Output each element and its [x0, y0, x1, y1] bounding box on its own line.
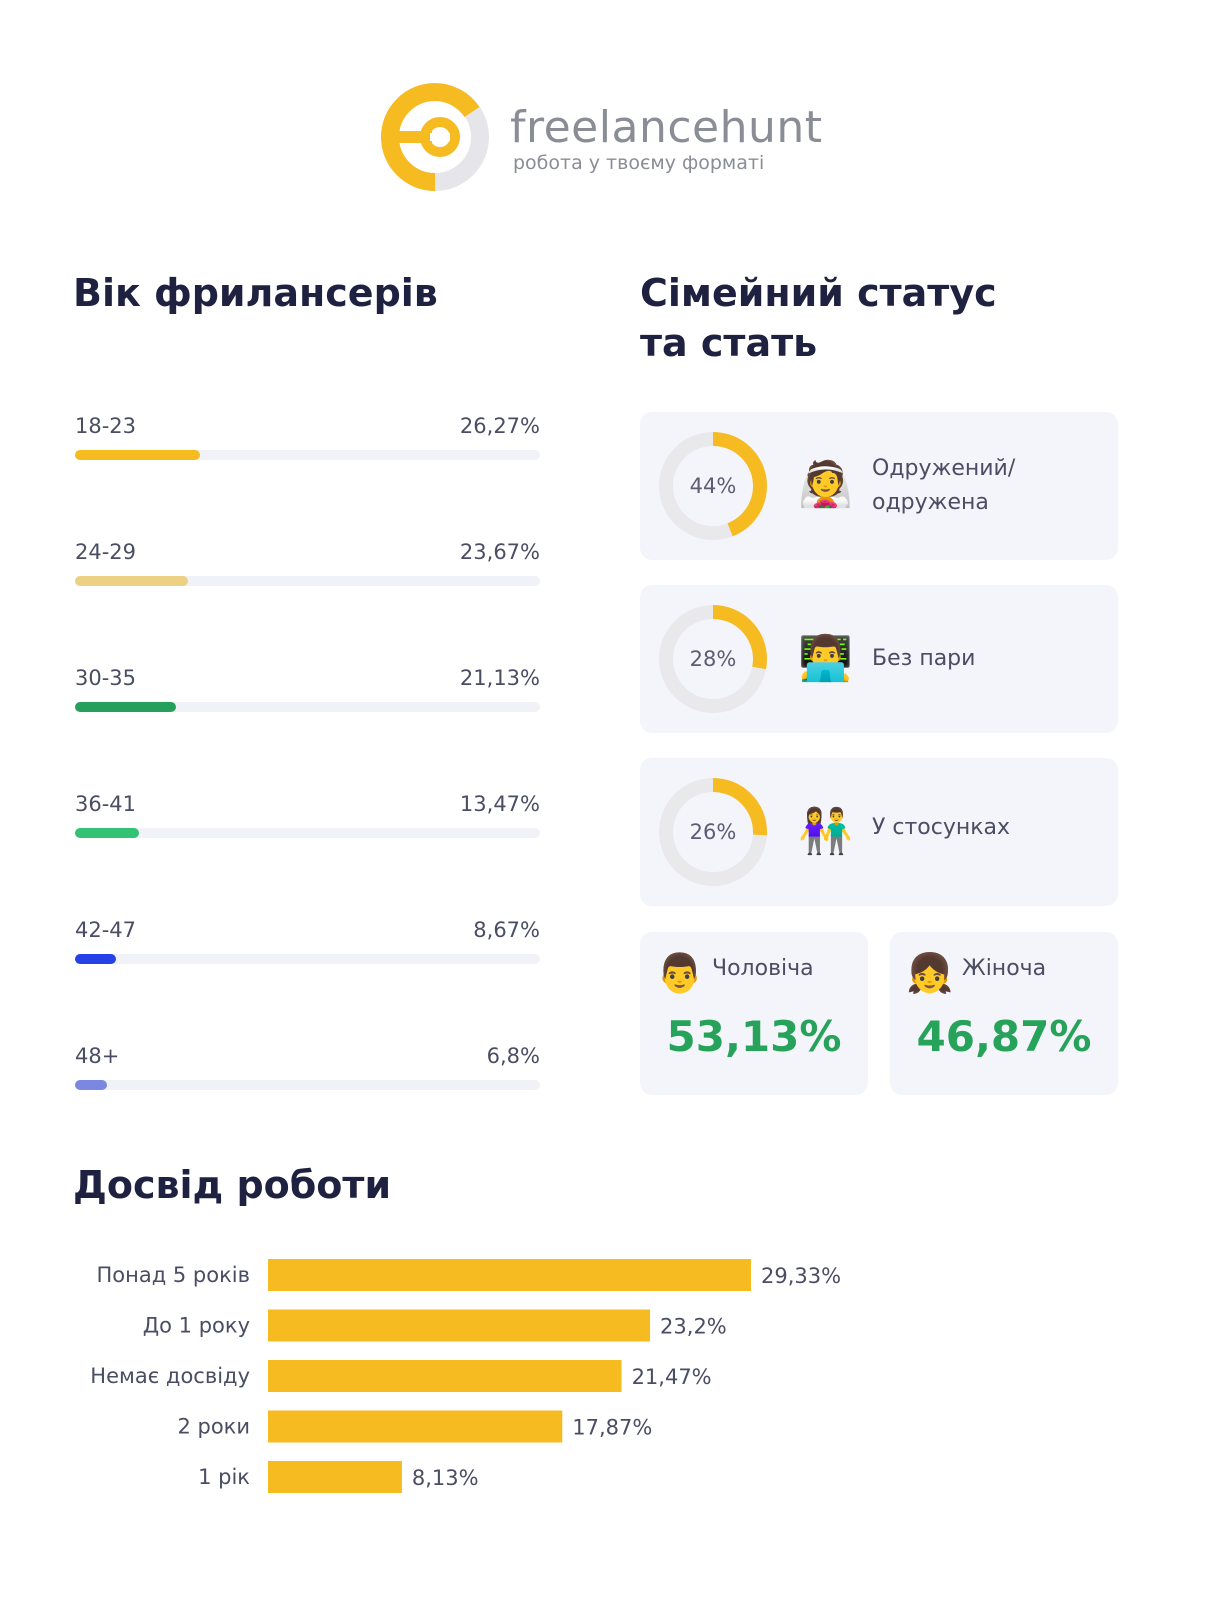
age-value: 8,67%	[473, 918, 540, 942]
donut-arc	[659, 605, 767, 713]
age-value: 13,47%	[459, 792, 540, 816]
gender-value: 53,13%	[666, 1012, 842, 1061]
experience-bar	[268, 1410, 563, 1443]
experience-value-label: 17,87%	[572, 1416, 652, 1440]
age-bar	[75, 828, 140, 838]
age-value: 23,67%	[459, 540, 540, 564]
status-donut	[659, 605, 767, 713]
age-track	[75, 702, 540, 712]
experience-value-label: 29,33%	[761, 1264, 841, 1288]
freelancehunt-logo-icon	[381, 83, 489, 191]
age-bar	[75, 702, 176, 712]
age-bar	[75, 1080, 108, 1090]
experience-bar	[268, 1360, 622, 1392]
experience-bar	[268, 1461, 402, 1493]
age-value: 21,13%	[459, 666, 540, 690]
age-label: 30-35	[75, 666, 137, 690]
man-icon: 👨	[656, 951, 704, 995]
age-label: 42-47	[75, 918, 137, 942]
status-label-line2: одружена	[872, 490, 989, 515]
gender-value: 46,87%	[916, 1012, 1092, 1061]
age-row: 48+ 6,8%	[75, 1044, 540, 1094]
status-label: У стосунках	[872, 815, 1011, 840]
experience-category-label: Немає досвіду	[90, 1364, 250, 1388]
status-card-relationship: 26% 👫 У стосунках	[640, 758, 1118, 906]
status-percent: 26%	[689, 820, 737, 844]
age-row: 36-41 13,47%	[75, 792, 540, 842]
age-track	[75, 828, 540, 838]
age-bar	[75, 954, 117, 964]
age-label: 36-41	[75, 792, 137, 816]
age-bar	[75, 450, 200, 460]
experience-value-label: 23,2%	[660, 1315, 727, 1339]
status-donut	[659, 778, 767, 886]
age-row: 42-47 8,67%	[75, 918, 540, 968]
status-card-single: 28% 👨‍💻 Без пари	[640, 585, 1118, 733]
status-percent: 44%	[689, 474, 737, 498]
status-card-married: 44% 👰 Одружений/ одружена	[640, 412, 1118, 560]
age-value: 6,8%	[486, 1044, 540, 1068]
age-track	[75, 954, 540, 964]
experience-value-label: 8,13%	[412, 1466, 479, 1490]
status-section-title: Сімейний статус та стать	[640, 268, 997, 368]
status-label: Одружений/ одружена	[872, 452, 1015, 520]
age-row: 30-35 21,13%	[75, 666, 540, 716]
age-row: 24-29 23,67%	[75, 540, 540, 590]
age-track	[75, 1080, 540, 1090]
experience-value-label: 21,47%	[632, 1365, 712, 1389]
experience-category-label: До 1 року	[143, 1314, 250, 1338]
experience-category-label: 1 рік	[198, 1465, 250, 1489]
couple-icon: 👫	[798, 806, 853, 857]
gender-label: Жіноча	[962, 956, 1047, 981]
bride-icon: 👰	[798, 459, 853, 510]
age-track	[75, 576, 540, 586]
donut-arc	[659, 778, 767, 886]
status-percent: 28%	[689, 647, 737, 671]
status-title-line2: та стать	[640, 321, 818, 365]
experience-category-label: Понад 5 років	[96, 1263, 250, 1287]
gender-card-male: 👨 Чоловіча 53,13%	[640, 932, 868, 1095]
donut-arc	[659, 432, 767, 540]
gender-label: Чоловіча	[712, 956, 814, 981]
girl-icon: 👧	[906, 951, 954, 995]
age-track	[75, 450, 540, 460]
age-label: 48+	[75, 1044, 120, 1068]
status-label: Без пари	[872, 646, 976, 671]
brand-logo: freelancehunt робота у твоєму форматі	[380, 82, 840, 194]
status-title-line1: Сімейний статус	[640, 271, 997, 315]
experience-section-title: Досвід роботи	[73, 1163, 392, 1207]
age-label: 24-29	[75, 540, 137, 564]
age-row: 18-23 26,27%	[75, 414, 540, 464]
age-label: 18-23	[75, 414, 137, 438]
brand-name: freelancehunt	[510, 102, 823, 153]
age-value: 26,27%	[459, 414, 540, 438]
experience-bar	[268, 1309, 651, 1342]
status-label-line1: Одружений/	[872, 456, 1016, 481]
technologist-icon: 👨‍💻	[798, 633, 853, 684]
experience-chart: Понад 5 років 29,33% До 1 року 23,2% Немає д…	[90, 1259, 841, 1493]
age-bar	[75, 576, 188, 586]
experience-bar	[268, 1259, 751, 1291]
gender-card-female: 👧 Жіноча 46,87%	[890, 932, 1118, 1095]
experience-category-label: 2 роки	[177, 1415, 250, 1439]
status-donut	[659, 432, 767, 540]
age-section-title: Вік фрилансерів	[73, 271, 438, 315]
brand-tagline: робота у твоєму форматі	[513, 152, 765, 174]
